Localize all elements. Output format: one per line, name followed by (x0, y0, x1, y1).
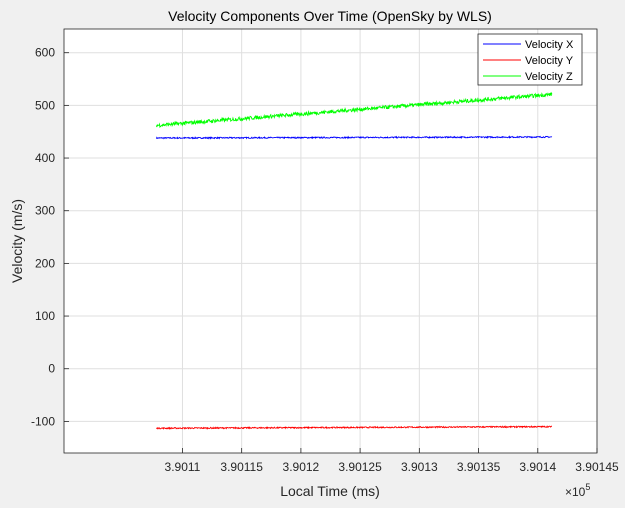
legend: Velocity X Velocity Y Velocity Z (477, 33, 583, 86)
x-axis-ticks: 3.9011 3.90115 3.9012 3.90125 3.9013 3.90135 3… (165, 448, 619, 474)
legend-label: Velocity Z (525, 71, 573, 83)
x-axis-label: Local Time (ms) (280, 483, 380, 499)
axes-box (63, 28, 598, 454)
x-tick-label: 3.9014 (519, 460, 556, 474)
chart-title: Velocity Components Over Time (OpenSky b… (168, 8, 492, 24)
series-line-1 (155, 135, 553, 140)
y-tick-label: 0 (48, 362, 55, 376)
y-axis-ticks: -100 0 100 200 300 400 500 600 (31, 46, 69, 428)
series-line-3 (155, 91, 553, 129)
x-tick-label: 3.9012 (283, 460, 320, 474)
x-tick-label: 3.9013 (401, 460, 438, 474)
y-tick-label: 400 (35, 151, 55, 165)
x-exponent-label: ×105 (565, 482, 590, 499)
y-axis-label: Velocity (m/s) (9, 199, 25, 283)
legend-label: Velocity X (525, 39, 574, 51)
y-tick-label: 500 (35, 98, 55, 112)
legend-label: Velocity Y (525, 55, 574, 67)
y-tick-label: 200 (35, 256, 55, 270)
series-line-2 (156, 425, 553, 431)
y-tick-label: -100 (31, 414, 55, 428)
y-tick-label: 600 (35, 46, 55, 60)
plot-area (64, 29, 597, 453)
x-tick-label: 3.90115 (220, 460, 263, 474)
x-tick-label: 3.90145 (575, 460, 619, 474)
x-tick-label: 3.90125 (338, 460, 382, 474)
x-tick-label: 3.90135 (457, 460, 501, 474)
x-tick-label: 3.9011 (165, 460, 201, 474)
y-tick-label: 300 (35, 204, 55, 218)
y-tick-label: 100 (35, 309, 55, 323)
series-layer (155, 91, 553, 431)
